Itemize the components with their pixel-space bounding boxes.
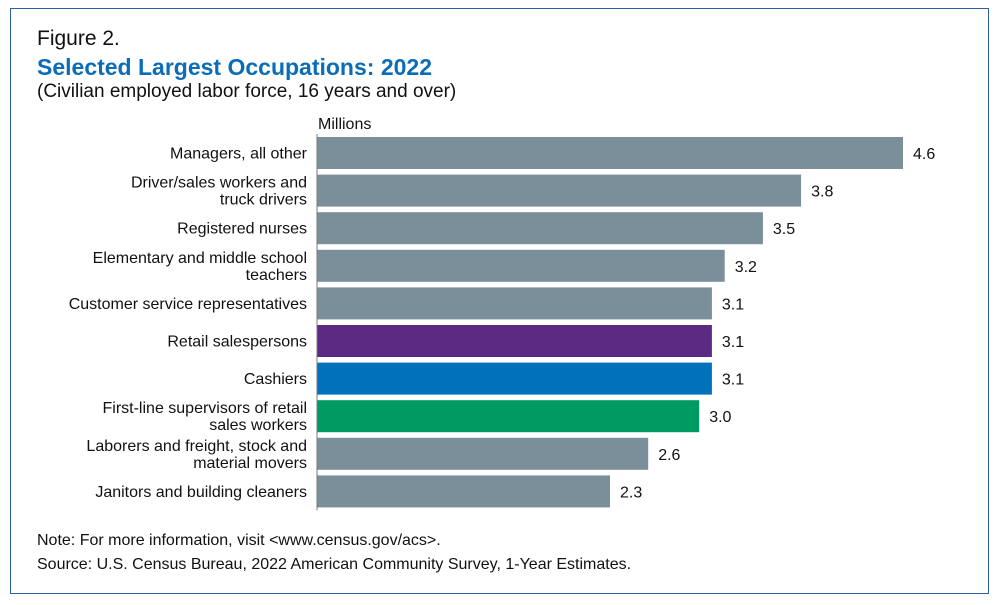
category-label-1: Managers, all other [170,146,308,163]
category-label-8: First-line supervisors of retail sales wo… [103,400,308,434]
category-label-line: Driver/sales workers and [131,175,307,192]
figure-label: Figure 2. [37,27,120,50]
category-label-3: Registered nurses [177,221,307,238]
value-label-6: 3.1 [722,334,744,351]
category-label-10: Janitors and building cleaners [95,484,307,501]
category-label-line: Laborers and freight, stock and [86,438,307,455]
value-label-2: 3.8 [811,184,833,201]
value-label-1: 4.6 [913,146,935,163]
value-label-3: 3.5 [773,221,795,238]
category-label-5: Customer service representatives [69,296,307,313]
value-label-7: 3.1 [722,372,744,389]
figure-title: Selected Largest Occupations: 2022 [37,54,432,80]
bar-2 [317,174,802,207]
axis-units-label: Millions [318,116,372,133]
value-label-5: 3.1 [722,296,744,313]
category-label-9: Laborers and freight, stock and material … [86,438,307,472]
bar-6 [317,325,712,357]
category-label-line: teachers [246,267,307,284]
bar-7 [317,362,712,395]
value-label-10: 2.3 [620,484,642,501]
bar-9 [317,437,649,470]
bar-8 [317,400,700,433]
bar-4 [317,249,725,282]
category-label-4: Elementary and middle school teachers [93,250,307,284]
category-label-line: Customer service representatives [69,296,307,313]
bar-1 [317,137,903,169]
category-label-line: material movers [193,455,307,472]
bar-5 [317,287,712,320]
category-label-2: Driver/sales workers and truck drivers [131,175,307,209]
bar-10 [317,475,610,508]
category-label-line: sales workers [209,417,307,434]
category-label-line: Registered nurses [177,221,307,238]
category-label-line: Elementary and middle school [93,250,307,267]
category-label-line: Cashiers [244,371,307,388]
category-label-line: Janitors and building cleaners [95,484,307,501]
category-label-line: Managers, all other [170,146,308,163]
figure-note: Note: For more information, visit <www.c… [37,532,441,549]
figure-frame [10,8,989,594]
value-label-8: 3.0 [709,409,731,426]
category-label-line: First-line supervisors of retail [103,400,308,417]
value-label-9: 2.6 [658,447,680,464]
figure-source: Source: U.S. Census Bureau, 2022 America… [37,556,632,573]
figure-subtitle: (Civilian employed labor force, 16 years… [37,81,457,102]
category-label-line: Retail salespersons [167,334,307,351]
bar-3 [317,212,763,245]
category-label-7: Cashiers [244,371,307,388]
category-label-line: truck drivers [220,192,307,209]
category-label-6: Retail salespersons [167,334,307,351]
value-label-4: 3.2 [735,259,757,276]
